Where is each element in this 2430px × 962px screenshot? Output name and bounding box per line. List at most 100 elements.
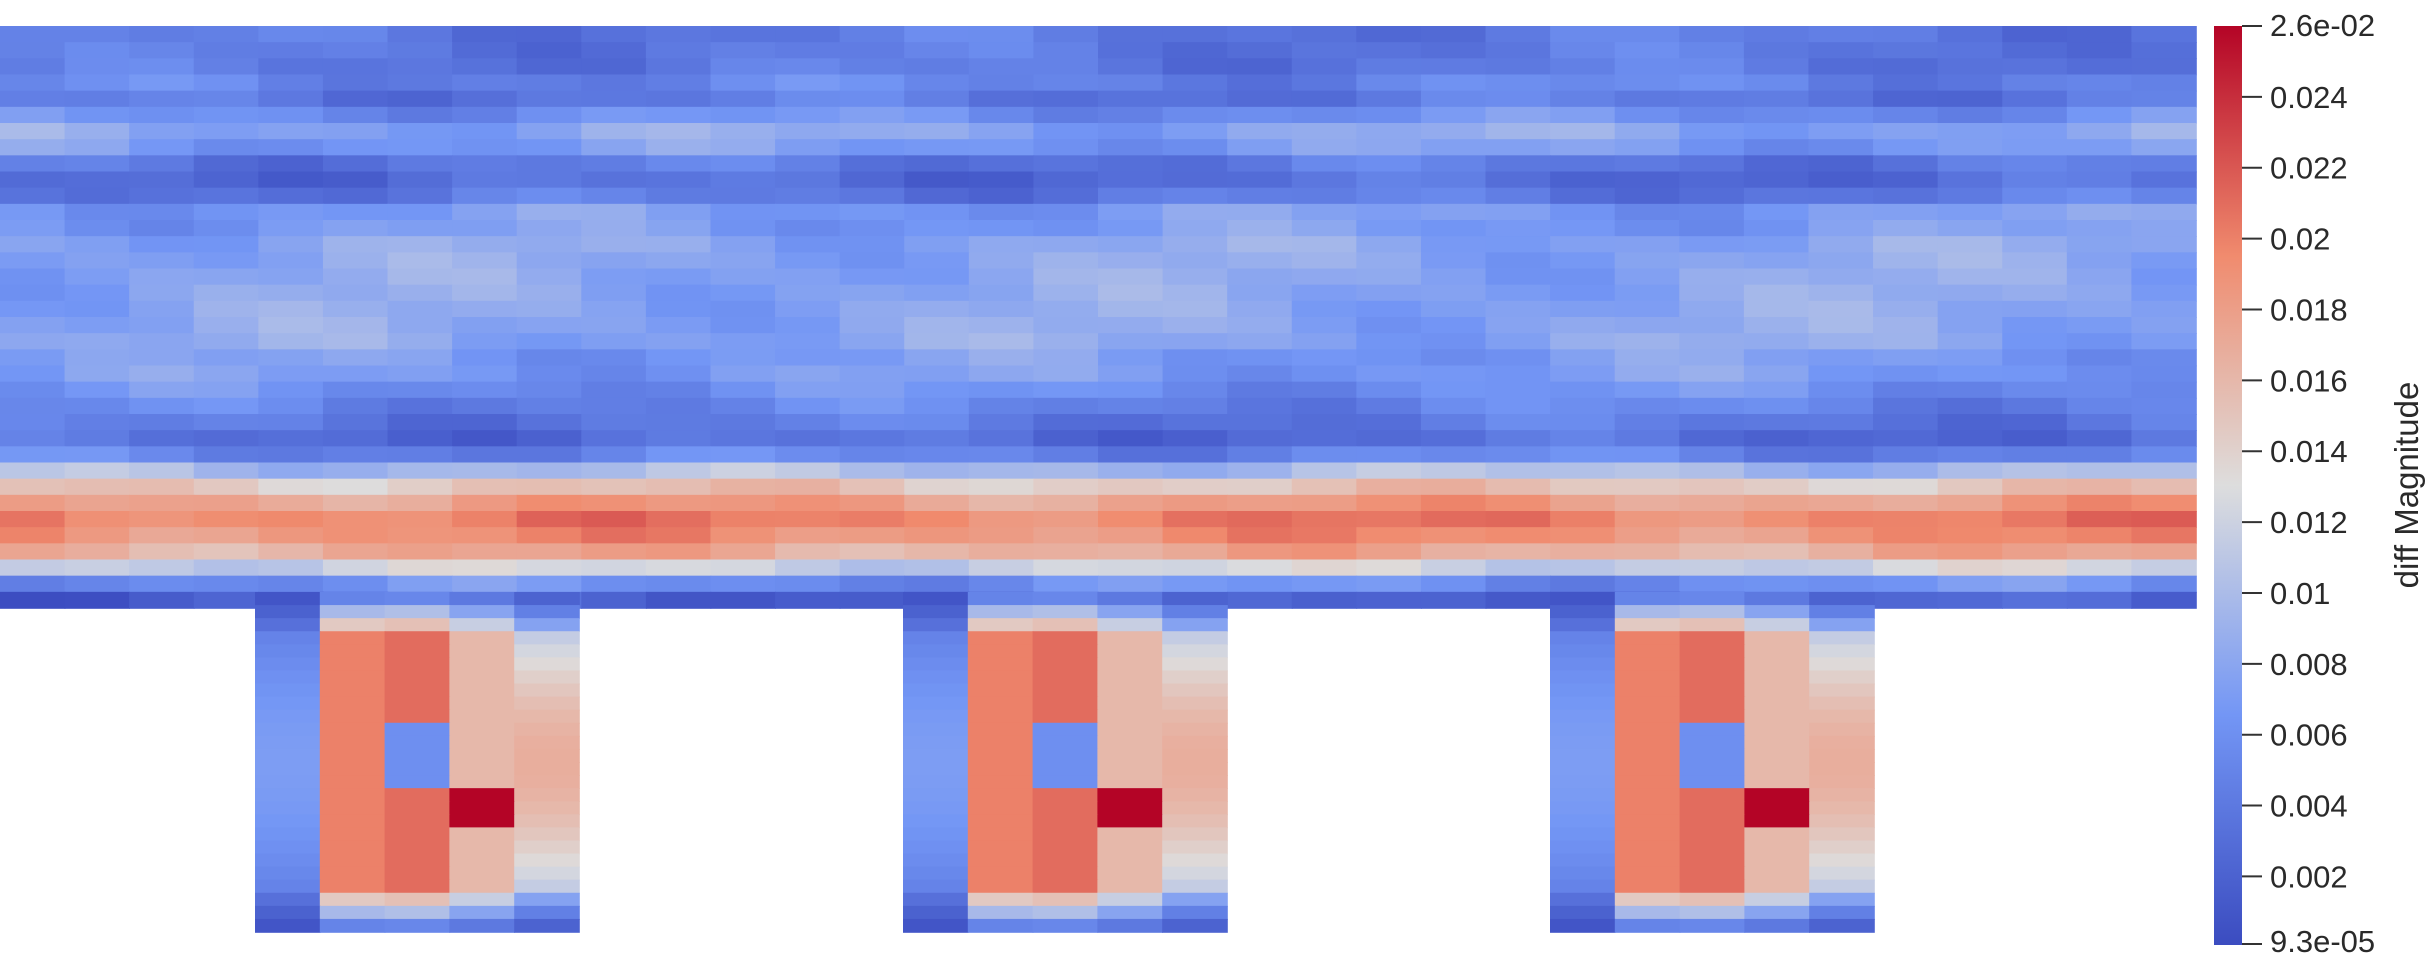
field-cell — [322, 187, 389, 205]
field-cell — [2131, 414, 2197, 431]
field-cell — [2002, 478, 2068, 496]
block-cell — [1679, 762, 1746, 776]
field-cell — [710, 333, 776, 351]
field-cell — [1485, 106, 1551, 124]
block-cell — [1744, 775, 1810, 789]
field-cell — [1420, 478, 1487, 496]
field-cell — [1162, 123, 1228, 140]
field-cell — [129, 252, 195, 270]
field-cell — [193, 220, 260, 237]
block-cell — [1809, 775, 1875, 789]
field-cell — [64, 26, 130, 43]
field-cell — [775, 462, 841, 480]
field-cell — [904, 26, 970, 43]
field-cell — [1098, 171, 1164, 189]
field-cell — [64, 236, 130, 254]
field-cell — [322, 268, 389, 286]
field-cell — [1743, 300, 1810, 318]
colorbar-ticks: 0.0240.0220.020.0180.0160.0140.0120.010.… — [2242, 80, 2348, 894]
field-cell — [1550, 527, 1616, 545]
field-cell — [1356, 381, 1422, 399]
block-cell — [1550, 892, 1616, 907]
field-cell — [193, 430, 260, 448]
field-cell — [1420, 268, 1487, 286]
block-cell — [449, 618, 515, 633]
field-cell — [1162, 42, 1228, 60]
field-cell — [1873, 527, 1939, 545]
block-cell — [967, 696, 1034, 711]
block-cell — [255, 905, 321, 920]
block-cell — [1097, 683, 1163, 698]
field-cell — [839, 511, 906, 528]
field-cell — [2066, 349, 2133, 367]
block-cell — [967, 735, 1034, 750]
block-cell — [1614, 905, 1681, 920]
field-cell — [193, 317, 260, 334]
field-cell — [2002, 365, 2068, 383]
field-cell — [0, 462, 66, 480]
field-cell — [1162, 381, 1228, 399]
field-cell — [129, 74, 195, 92]
block-cell — [1744, 788, 1810, 803]
field-cell — [1614, 478, 1681, 496]
field-cell — [1291, 543, 1358, 561]
field-cell — [1162, 139, 1228, 157]
field-cell — [258, 494, 324, 512]
field-cell — [193, 203, 260, 221]
field-cell — [193, 106, 260, 124]
block-cell — [903, 866, 969, 881]
field-cell — [1937, 58, 2004, 76]
block-cell — [1614, 748, 1681, 763]
colorbar-tick-label: 0.01 — [2270, 576, 2330, 611]
field-cell — [1679, 252, 1745, 270]
field-cell — [1743, 187, 1810, 205]
block-cell — [255, 879, 321, 894]
field-cell — [904, 203, 970, 221]
field-cell — [1098, 284, 1164, 302]
field-cell — [645, 414, 712, 431]
field-cell — [0, 268, 66, 286]
field-cell — [1808, 123, 1874, 140]
field-cell — [968, 478, 1035, 496]
field-cell — [452, 511, 518, 528]
field-cell — [1291, 220, 1358, 237]
field-cell — [2066, 446, 2133, 464]
field-cell — [1098, 543, 1164, 561]
field-cell — [2131, 123, 2197, 140]
field-cell — [1550, 284, 1616, 302]
field-cell — [516, 478, 583, 496]
block-cell — [1679, 788, 1746, 803]
block-cell — [1032, 775, 1099, 789]
block-cell — [1679, 879, 1746, 894]
field-cell — [1098, 74, 1164, 92]
field-cell — [193, 559, 260, 577]
field-cell — [1808, 349, 1874, 367]
field-cell — [645, 527, 712, 545]
block-cell — [967, 853, 1034, 868]
block-cell — [319, 709, 386, 724]
field-cell — [516, 42, 583, 60]
field-cell — [1679, 446, 1745, 464]
block-cell — [967, 670, 1034, 685]
field-cell — [1227, 397, 1293, 415]
field-cell — [1033, 527, 1099, 545]
field-cell — [387, 58, 453, 76]
field-cell — [2066, 494, 2133, 512]
field-cell — [839, 171, 906, 189]
field-cell — [839, 527, 906, 545]
field-cell — [1743, 446, 1810, 464]
block-cell — [1097, 788, 1163, 803]
field-cell — [1033, 58, 1099, 76]
block-cell — [449, 748, 515, 763]
field-cell — [1033, 171, 1099, 189]
field-cell — [193, 252, 260, 270]
field-cell — [775, 187, 841, 205]
block-cell — [319, 618, 386, 633]
field-cell — [775, 74, 841, 92]
field-cell — [645, 268, 712, 286]
field-cell — [1291, 575, 1358, 593]
block-cell — [1614, 683, 1681, 698]
field-cell — [775, 220, 841, 237]
block-cell — [449, 814, 515, 829]
field-cell — [904, 236, 970, 254]
